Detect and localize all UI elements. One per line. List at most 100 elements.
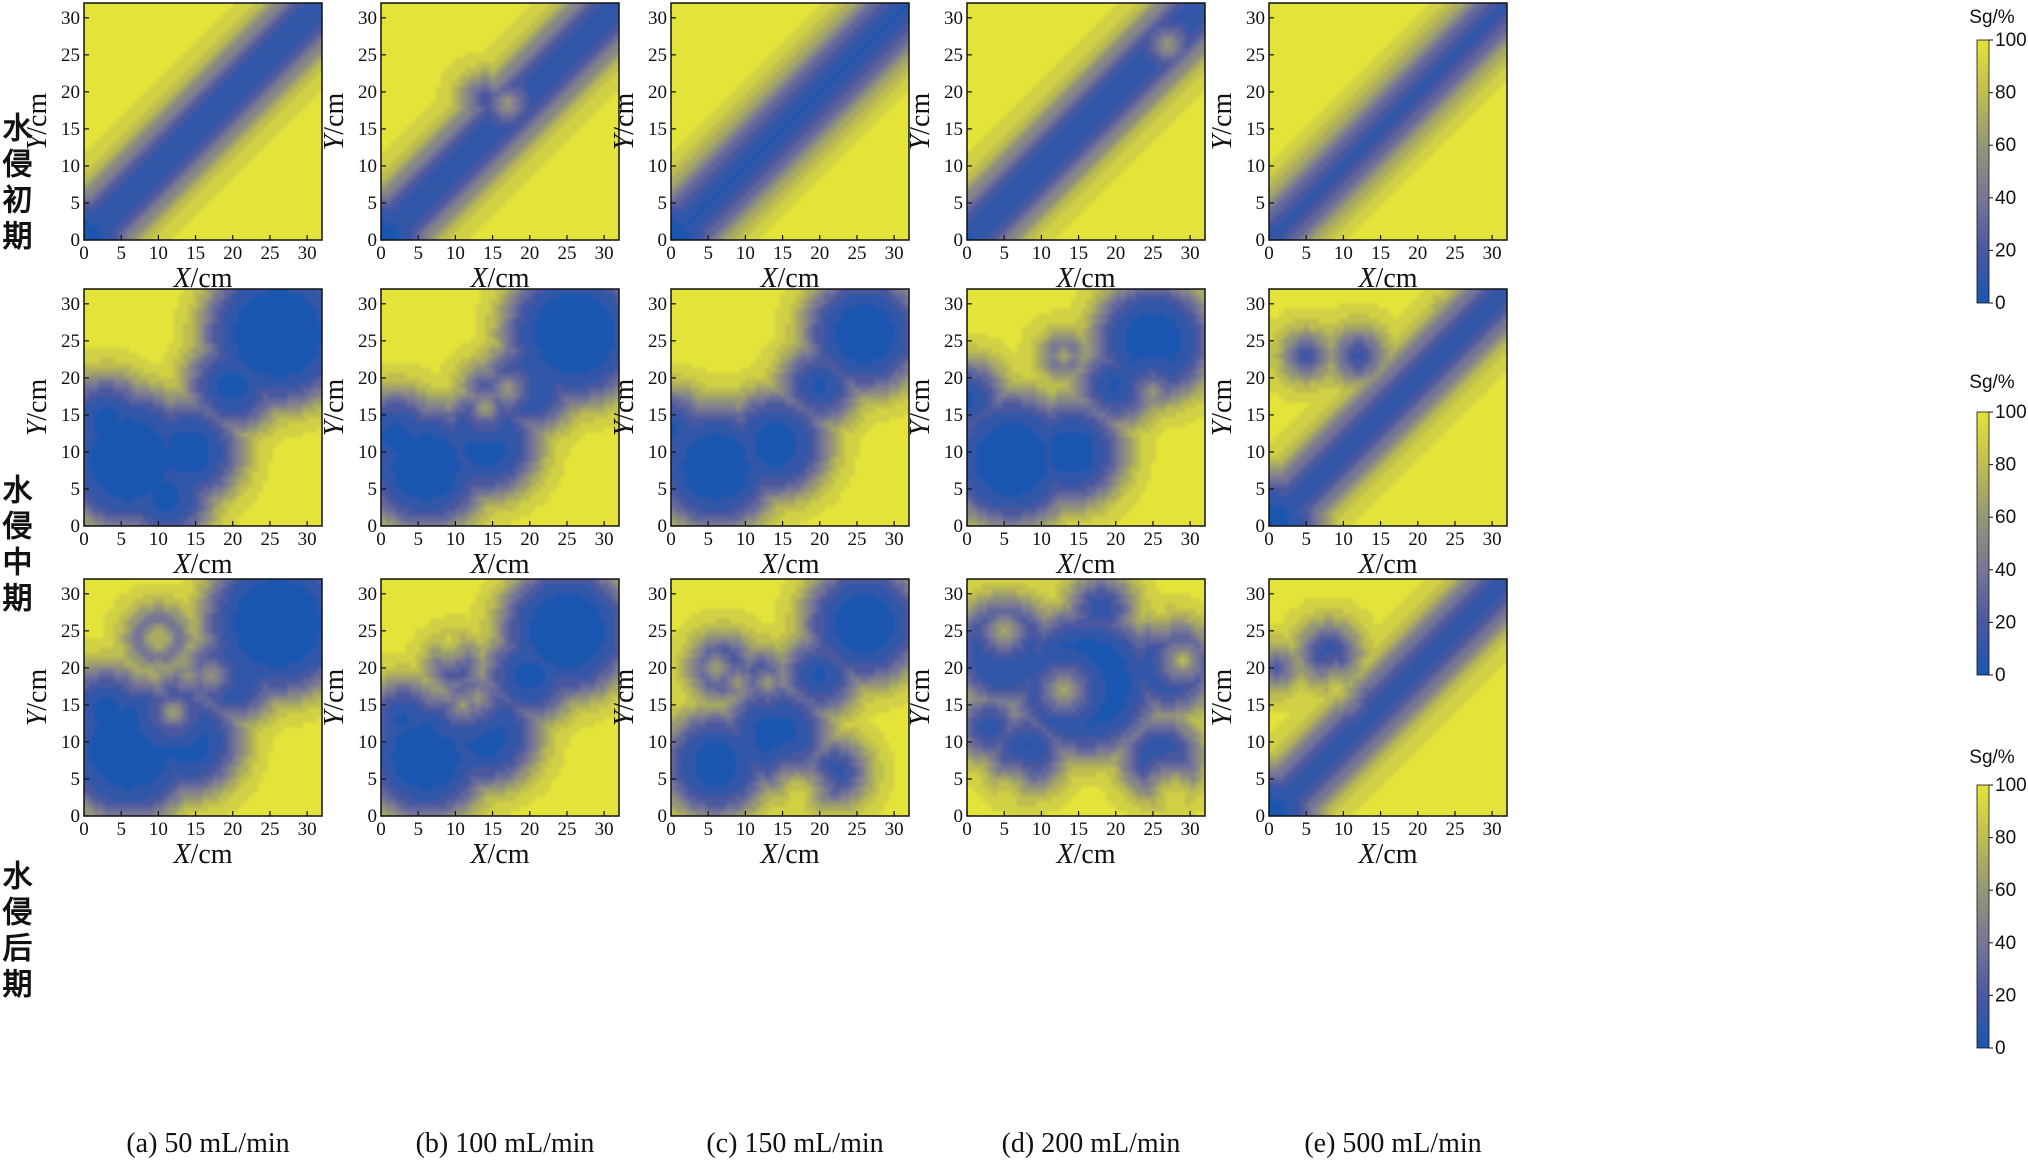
y-tick-label: 0 — [658, 806, 668, 827]
plot-frame — [1268, 578, 1508, 817]
x-tick-label: 20 — [223, 243, 242, 264]
y-tick-label: 5 — [71, 769, 81, 790]
x-tick-label: 5 — [703, 819, 713, 840]
y-tick-label: 10 — [1246, 442, 1265, 463]
y-tick-label: 30 — [1246, 8, 1265, 29]
colorbar-tick-label: 20 — [1995, 240, 2016, 261]
saturation-field — [967, 289, 1205, 526]
y-tick-label: 15 — [648, 119, 667, 140]
x-tick-label: 5 — [116, 243, 126, 264]
y-tick-label: 25 — [648, 621, 667, 642]
y-axis-label: Y/cm — [319, 669, 350, 727]
panel-r2-c3: 0 5 10 15 20 25 30 0 5 10 15 20 25 30 X/cm Y/cm — [609, 288, 910, 580]
panel-r3-c2: 0 5 10 15 20 25 30 0 5 10 15 20 25 30 X/cm Y/cm — [319, 578, 620, 870]
x-tick-label: 15 — [773, 243, 792, 264]
y-tick-label: 10 — [61, 442, 80, 463]
plot-frame — [670, 288, 910, 527]
colorbar-bar — [1976, 39, 1990, 304]
x-axis-label: X/cm — [172, 549, 232, 580]
saturation-field — [967, 579, 1205, 816]
caption-col-3: (c) 150 mL/min — [706, 1128, 883, 1159]
x-tick-label: 5 — [999, 819, 1009, 840]
colorbar-tick-label: 0 — [1995, 293, 2006, 314]
colorbar-row-3: Sg/% 0 20 40 60 80 100 — [1969, 747, 2026, 1059]
x-tick-label: 10 — [1334, 243, 1353, 264]
y-tick-label: 25 — [1246, 621, 1265, 642]
y-tick-label: 20 — [648, 82, 667, 103]
y-tick-label: 5 — [368, 479, 378, 500]
plot-frame — [1268, 2, 1508, 241]
plot-frame — [966, 578, 1206, 817]
y-axis-label: Y/cm — [609, 669, 640, 727]
caption-col-4: (d) 200 mL/min — [1002, 1128, 1181, 1159]
x-tick-label: 10 — [446, 819, 465, 840]
colorbar-tick-label: 80 — [1995, 455, 2016, 476]
x-tick-label: 30 — [298, 819, 317, 840]
y-tick-label: 15 — [944, 695, 963, 716]
y-tick-label: 5 — [368, 193, 378, 214]
y-tick-label: 15 — [944, 405, 963, 426]
y-tick-label: 20 — [944, 658, 963, 679]
colorbars: Sg/%020406080100Sg/%020406080100Sg/%0204… — [1969, 7, 2026, 1059]
x-tick-label: 10 — [1032, 243, 1051, 264]
y-axis-label: Y/cm — [609, 379, 640, 437]
y-tick-label: 25 — [944, 45, 963, 66]
x-tick-label: 15 — [186, 819, 205, 840]
colorbar-tick-label: 0 — [1995, 665, 2006, 686]
colorbar-tick-label: 80 — [1995, 83, 2016, 104]
y-tick-label: 30 — [944, 584, 963, 605]
y-tick-label: 25 — [1246, 45, 1265, 66]
x-tick-label: 0 — [376, 243, 386, 264]
y-tick-label: 25 — [61, 331, 80, 352]
y-tick-label: 15 — [358, 695, 377, 716]
y-tick-label: 0 — [1256, 806, 1266, 827]
x-tick-label: 20 — [223, 819, 242, 840]
y-tick-label: 20 — [944, 368, 963, 389]
x-tick-label: 5 — [703, 243, 713, 264]
x-axis-label: X/cm — [1055, 549, 1115, 580]
y-tick-label: 25 — [358, 45, 377, 66]
colorbar-tick-label: 100 — [1995, 402, 2027, 423]
x-tick-label: 0 — [666, 819, 676, 840]
y-tick-label: 15 — [358, 405, 377, 426]
x-tick-label: 0 — [1264, 243, 1274, 264]
y-tick-label: 20 — [358, 368, 377, 389]
y-tick-label: 25 — [944, 621, 963, 642]
y-tick-label: 30 — [61, 584, 80, 605]
x-tick-label: 25 — [557, 529, 576, 550]
y-tick-label: 5 — [1256, 479, 1266, 500]
saturation-field — [84, 579, 322, 816]
x-tick-label: 25 — [847, 243, 866, 264]
y-tick-label: 30 — [61, 8, 80, 29]
saturation-field — [671, 289, 909, 526]
saturation-field — [381, 3, 619, 240]
y-tick-label: 30 — [61, 294, 80, 315]
y-tick-label: 0 — [71, 516, 81, 537]
x-tick-label: 5 — [413, 243, 423, 264]
y-axis-label: Y/cm — [1207, 379, 1238, 437]
panels: 0 5 10 15 20 25 30 0 5 10 15 20 25 30 X/cm Y/cm 0 5 10 15 20… — [22, 2, 1508, 870]
x-tick-label: 15 — [1069, 243, 1088, 264]
y-tick-label: 5 — [954, 193, 964, 214]
y-tick-label: 15 — [648, 695, 667, 716]
colorbar-tick-label: 60 — [1995, 135, 2016, 156]
y-tick-label: 0 — [954, 806, 964, 827]
x-tick-label: 5 — [703, 529, 713, 550]
x-tick-label: 25 — [847, 819, 866, 840]
y-tick-label: 25 — [358, 621, 377, 642]
y-tick-label: 15 — [1246, 405, 1265, 426]
x-tick-label: 0 — [962, 819, 972, 840]
saturation-field — [381, 289, 619, 526]
y-tick-label: 0 — [954, 516, 964, 537]
x-tick-label: 20 — [520, 529, 539, 550]
x-tick-label: 0 — [79, 529, 89, 550]
y-tick-label: 10 — [358, 442, 377, 463]
x-tick-label: 0 — [1264, 819, 1274, 840]
y-axis-label: Y/cm — [905, 379, 936, 437]
x-tick-label: 10 — [1032, 819, 1051, 840]
x-tick-label: 0 — [376, 819, 386, 840]
row-label-late: 水侵后期 — [0, 860, 34, 1004]
x-tick-label: 10 — [1334, 529, 1353, 550]
x-tick-label: 30 — [1483, 529, 1502, 550]
